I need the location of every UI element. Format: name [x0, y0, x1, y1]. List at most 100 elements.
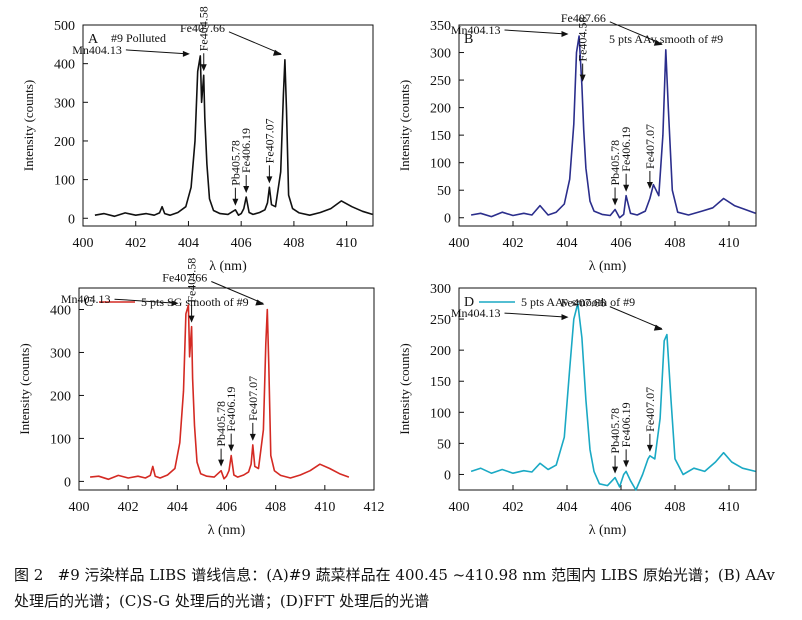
- arrow-head: [200, 64, 207, 72]
- y-tick-label: 250: [430, 313, 451, 328]
- legend-entry: 5 pts SG smooth of #9: [141, 295, 249, 309]
- peak-arrow: [114, 298, 177, 304]
- arrow-head: [272, 49, 282, 56]
- peak-label: Fe406.19: [619, 402, 633, 447]
- arrow-head: [182, 50, 190, 57]
- series-line: [90, 304, 350, 481]
- x-tick-label: 406: [216, 500, 237, 515]
- x-axis-label: λ (nm): [589, 259, 627, 274]
- caption-label: 图 2: [14, 566, 44, 584]
- peak-label: Pb405.78: [214, 401, 228, 447]
- y-tick-label: 200: [54, 135, 75, 150]
- y-tick-label: 150: [430, 375, 451, 390]
- x-tick-label: 402: [125, 236, 146, 251]
- peak-label: Pb405.78: [608, 140, 622, 186]
- arrow-head: [623, 460, 630, 468]
- y-tick-label: 300: [430, 47, 451, 62]
- peak-arrow: [211, 281, 264, 304]
- arrow-head: [243, 186, 250, 194]
- x-tick-label: 402: [503, 500, 524, 515]
- arrow-head: [653, 324, 663, 331]
- peak-label: Fe404.58: [197, 6, 211, 51]
- arrow-head: [612, 198, 619, 206]
- peak-label: Fe407.66: [162, 270, 207, 284]
- panel-letter: C: [84, 295, 93, 310]
- arrow-head: [561, 31, 569, 38]
- arrow-head: [646, 181, 653, 189]
- arrow-head: [612, 466, 619, 474]
- arrow-head: [255, 299, 265, 306]
- x-tick-label: 410: [719, 500, 740, 515]
- y-tick-label: 100: [54, 174, 75, 189]
- chart-panel-d: 400 402 404 406 408 410 0 50 100 150 200 250 300 λ (n…: [397, 282, 757, 538]
- x-tick-label: 400: [449, 236, 470, 251]
- arrow-head: [228, 444, 235, 452]
- peak-arrow: [609, 306, 663, 330]
- y-axis-label: Intensity (counts): [397, 343, 412, 434]
- x-tick-label: 404: [557, 500, 578, 515]
- x-axis-label: λ (nm): [209, 259, 247, 274]
- peak-arrow: [504, 312, 567, 318]
- peak-label: Fe407.66: [180, 21, 225, 35]
- series-line: [470, 35, 756, 219]
- x-tick-label: 410: [336, 236, 357, 251]
- plot-frame: [458, 24, 757, 227]
- y-tick-label: 0: [68, 212, 75, 227]
- y-tick-label: 150: [430, 129, 451, 144]
- y-axis-label: Intensity (counts): [397, 80, 412, 171]
- peak-label: Mn404.13: [61, 292, 111, 306]
- caption-text: #9 污染样品 LIBS 谱线信息：(A)#9 蔬菜样品在 400.45 ~41…: [14, 566, 775, 610]
- y-tick-label: 300: [50, 346, 71, 361]
- y-tick-label: 200: [430, 102, 451, 117]
- x-tick-label: 412: [364, 500, 385, 515]
- arrow-head: [561, 314, 569, 321]
- peak-label: Fe404.58: [576, 17, 590, 62]
- arrow-head: [266, 176, 273, 184]
- arrow-head: [646, 444, 653, 452]
- x-tick-label: 406: [611, 500, 632, 515]
- peak-label: Fe407.07: [246, 376, 260, 421]
- panel-letter: D: [464, 295, 474, 310]
- peak-label: Fe407.07: [262, 118, 276, 163]
- peak-label: Mn404.13: [451, 23, 501, 37]
- peak-label: Fe407.07: [643, 387, 657, 432]
- y-tick-label: 300: [54, 96, 75, 111]
- peak-arrow: [609, 21, 663, 45]
- peak-arrow: [504, 29, 567, 35]
- x-axis-label: λ (nm): [589, 523, 627, 538]
- y-tick-label: 100: [430, 157, 451, 172]
- peak-label: Fe406.19: [619, 127, 633, 172]
- arrow-head: [188, 315, 195, 323]
- x-axis-label: λ (nm): [208, 523, 246, 538]
- y-tick-label: 0: [444, 468, 451, 483]
- legend-entry: #9 Polluted: [111, 31, 166, 45]
- peak-label: Pb405.78: [228, 140, 242, 186]
- arrow-head: [579, 74, 586, 82]
- chart-panel-b: 400 402 404 406 408 410 0 50 100 150 200 250 300 350 λ…: [397, 11, 757, 274]
- x-tick-label: 402: [503, 236, 524, 251]
- y-tick-label: 50: [437, 184, 451, 199]
- peak-label: Mn404.13: [451, 306, 501, 320]
- y-tick-label: 250: [430, 74, 451, 89]
- x-tick-label: 408: [283, 236, 304, 251]
- y-tick-label: 400: [54, 58, 75, 73]
- peak-label: Fe407.07: [643, 124, 657, 169]
- arrow-head: [218, 459, 225, 467]
- panel-letter: B: [464, 32, 473, 47]
- peak-label: Mn404.13: [72, 43, 122, 57]
- legend-entry: 5 pts AAv smooth of #9: [609, 32, 723, 46]
- y-tick-label: 100: [430, 406, 451, 421]
- plot-frame: [82, 24, 374, 227]
- y-tick-label: 350: [430, 19, 451, 34]
- series-line: [94, 55, 373, 218]
- figure-caption: 图 2 #9 污染样品 LIBS 谱线信息：(A)#9 蔬菜样品在 400.45…: [14, 562, 790, 614]
- y-tick-label: 50: [437, 437, 451, 452]
- series-line: [470, 302, 756, 491]
- x-tick-label: 400: [73, 236, 94, 251]
- chart-panel-a: 400 402 404 406 408 410 0 100 200 300 400 500 λ (nm)…: [21, 6, 374, 274]
- x-tick-label: 404: [167, 500, 188, 515]
- peak-arrow: [125, 49, 188, 55]
- x-tick-label: 406: [231, 236, 252, 251]
- peak-label: Fe407.66: [561, 11, 606, 25]
